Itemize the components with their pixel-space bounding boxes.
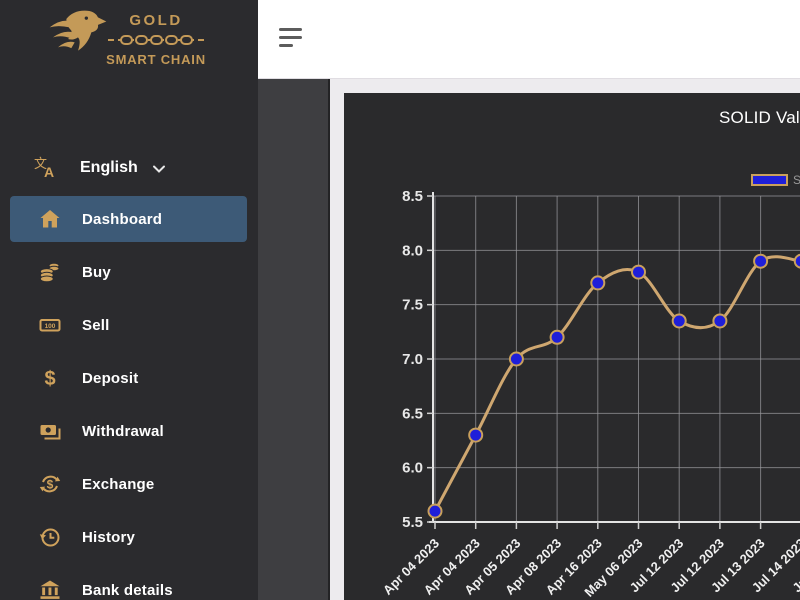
hamburger-icon: [279, 44, 293, 47]
sidebar-item-label: Exchange: [82, 475, 155, 493]
language-selector[interactable]: 文 A English: [0, 150, 258, 186]
data-point[interactable]: [712, 313, 728, 329]
data-point[interactable]: [631, 264, 646, 280]
dollar-sign-icon: $: [44, 368, 55, 390]
svg-text:A: A: [44, 164, 54, 180]
sidebar-item-buy[interactable]: Buy: [10, 249, 247, 295]
sidebar-item-label: Buy: [82, 263, 111, 281]
banknote-icon: 100: [39, 319, 61, 332]
bank-icon: [40, 580, 60, 599]
sidebar-menu: Dashboard Buy 100: [0, 196, 258, 600]
sidebar-item-history[interactable]: History: [10, 514, 247, 560]
sidebar-item-sell[interactable]: 100 Sell: [10, 302, 247, 348]
sidebar-item-label: Dashboard: [82, 210, 163, 228]
top-header-bar: [258, 0, 800, 79]
svg-text:8.0: 8.0: [402, 242, 423, 259]
sidebar-item-exchange[interactable]: $ Exchange: [10, 461, 247, 507]
sidebar-item-label: Withdrawal: [82, 422, 164, 440]
sidebar: GOLD SMART CHAIN: [0, 0, 258, 600]
translate-icon: 文 A: [34, 157, 54, 180]
sidebar-item-label: Sell: [82, 316, 110, 334]
data-point[interactable]: [508, 351, 524, 367]
sidebar-item-bank-details[interactable]: Bank details: [10, 567, 247, 600]
language-label: English: [80, 159, 138, 176]
main-content: SOLID Value SOLID 5.56.06.57.07.58.08.5A…: [328, 79, 800, 600]
sidebar-item-deposit[interactable]: $ Deposit: [10, 355, 247, 401]
brand-logo[interactable]: GOLD SMART CHAIN: [0, 0, 258, 115]
wallet-icon: [40, 425, 61, 440]
data-point[interactable]: [753, 253, 769, 269]
svg-text:7.0: 7.0: [402, 351, 423, 368]
svg-text:100: 100: [45, 323, 56, 330]
history-icon: [39, 528, 60, 547]
exchange-icon: $: [39, 475, 61, 493]
eagle-logo-icon: [49, 10, 107, 51]
chart-card: SOLID Value SOLID 5.56.06.57.07.58.08.5A…: [344, 93, 800, 600]
svg-text:8.5: 8.5: [402, 188, 423, 205]
svg-text:7.5: 7.5: [402, 297, 423, 314]
sidebar-gutter: [258, 79, 328, 600]
data-point[interactable]: [590, 275, 606, 291]
brand-text: GOLD SMART CHAIN: [104, 12, 208, 67]
chart-title: SOLID Value: [719, 108, 800, 127]
sidebar-item-label: Deposit: [82, 369, 139, 387]
sidebar-item-label: History: [82, 528, 136, 546]
svg-text:$: $: [47, 478, 54, 492]
hamburger-icon: [279, 36, 302, 39]
hamburger-icon: [279, 28, 302, 31]
sidebar-item-withdrawal[interactable]: Withdrawal: [10, 408, 247, 454]
svg-text:6.5: 6.5: [402, 405, 423, 422]
data-point[interactable]: [427, 503, 443, 519]
legend-label: SOLID: [793, 173, 800, 187]
svg-text:文: 文: [34, 157, 47, 172]
chevron-down-icon: [152, 165, 165, 173]
data-point[interactable]: [549, 329, 565, 345]
legend-swatch: [751, 174, 788, 186]
home-icon: [40, 210, 60, 228]
data-point[interactable]: [793, 253, 800, 269]
chart-legend[interactable]: SOLID: [751, 173, 800, 187]
sidebar-item-dashboard[interactable]: Dashboard: [10, 196, 247, 242]
brand-name-bottom: SMART CHAIN: [106, 52, 206, 67]
svg-text:$: $: [44, 368, 55, 390]
brand-name-top: GOLD: [129, 12, 183, 29]
chain-icon: [104, 32, 208, 50]
svg-text:5.5: 5.5: [402, 514, 423, 531]
data-point[interactable]: [671, 313, 687, 329]
coins-icon: [39, 262, 60, 283]
menu-toggle-button[interactable]: [279, 28, 303, 47]
data-point[interactable]: [468, 427, 484, 443]
eagle-eye: [84, 16, 88, 20]
sidebar-item-label: Bank details: [82, 581, 173, 599]
svg-text:6.0: 6.0: [402, 460, 423, 477]
